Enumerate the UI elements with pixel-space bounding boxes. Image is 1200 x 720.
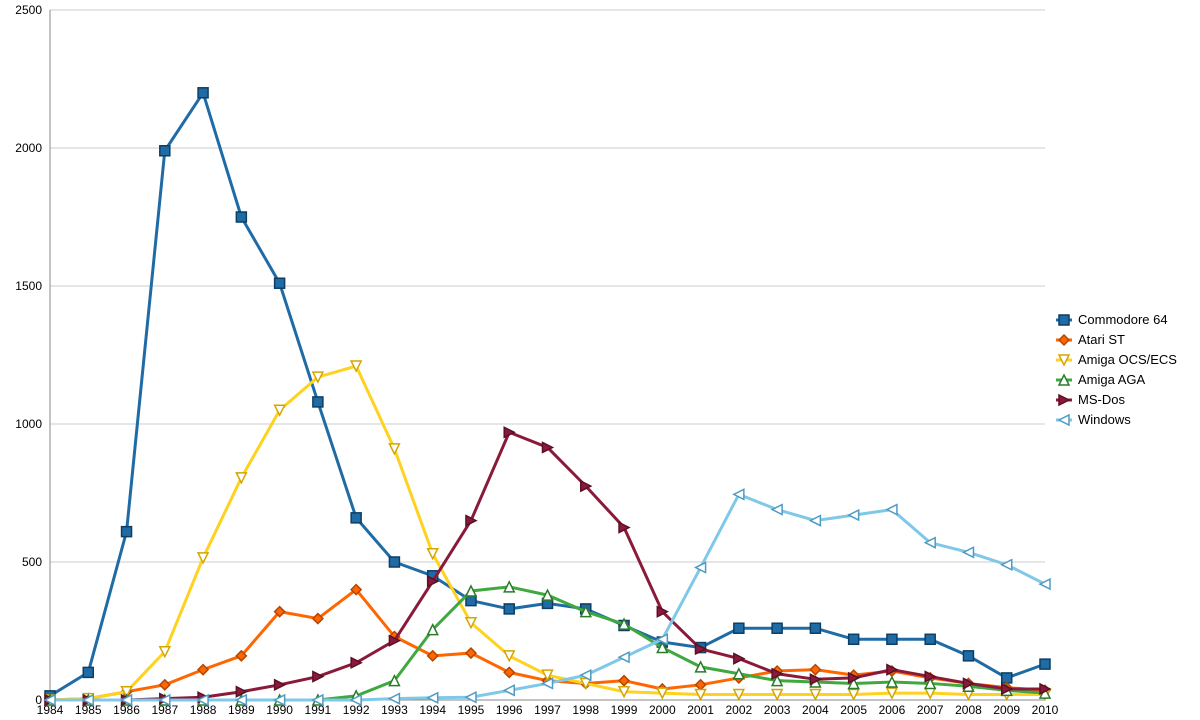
- legend-label: Atari ST: [1078, 332, 1125, 347]
- legend-item: Commodore 64: [1056, 312, 1168, 327]
- x-tick-label: 2007: [917, 703, 944, 717]
- x-tick-label: 1992: [343, 703, 370, 717]
- x-tick-label: 2009: [993, 703, 1020, 717]
- legend-label: Amiga AGA: [1078, 372, 1146, 387]
- x-tick-label: 1995: [458, 703, 485, 717]
- x-tick-label: 1994: [419, 703, 446, 717]
- chart-svg: 0500100015002000250019841985198619871988…: [0, 0, 1200, 720]
- x-tick-label: 1999: [611, 703, 638, 717]
- x-tick-label: 2001: [687, 703, 714, 717]
- series-ms-dos: [45, 427, 1050, 705]
- x-tick-label: 2003: [764, 703, 791, 717]
- legend-item: Windows: [1056, 412, 1131, 427]
- x-tick-label: 2006: [879, 703, 906, 717]
- legend-item: Amiga OCS/ECS: [1056, 352, 1177, 367]
- x-tick-label: 2002: [725, 703, 752, 717]
- x-tick-label: 1998: [572, 703, 599, 717]
- legend-item: Amiga AGA: [1056, 372, 1146, 387]
- y-tick-label: 500: [22, 555, 42, 569]
- y-tick-label: 1500: [15, 279, 42, 293]
- x-tick-label: 2000: [649, 703, 676, 717]
- legend: Commodore 64 Atari ST Amiga OCS/ECS Amiga A…: [1056, 312, 1177, 427]
- x-tick-label: 1997: [534, 703, 561, 717]
- y-tick-label: 2500: [15, 3, 42, 17]
- legend-label: Commodore 64: [1078, 312, 1168, 327]
- x-tick-label: 2010: [1032, 703, 1059, 717]
- x-tick-label: 2004: [802, 703, 829, 717]
- legend-label: Windows: [1078, 412, 1131, 427]
- y-tick-label: 1000: [15, 417, 42, 431]
- series-commodore-64: [45, 88, 1050, 701]
- x-tick-label: 1996: [496, 703, 523, 717]
- x-tick-label: 2008: [955, 703, 982, 717]
- x-tick-label: 2005: [840, 703, 867, 717]
- x-tick-label: 1993: [381, 703, 408, 717]
- legend-label: Amiga OCS/ECS: [1078, 352, 1177, 367]
- legend-item: Atari ST: [1056, 332, 1125, 347]
- legend-label: MS-Dos: [1078, 392, 1125, 407]
- legend-item: MS-Dos: [1056, 392, 1125, 407]
- series-amiga-ocs/ecs: [45, 361, 1050, 705]
- line-chart: 0500100015002000250019841985198619871988…: [0, 0, 1200, 720]
- y-tick-label: 2000: [15, 141, 42, 155]
